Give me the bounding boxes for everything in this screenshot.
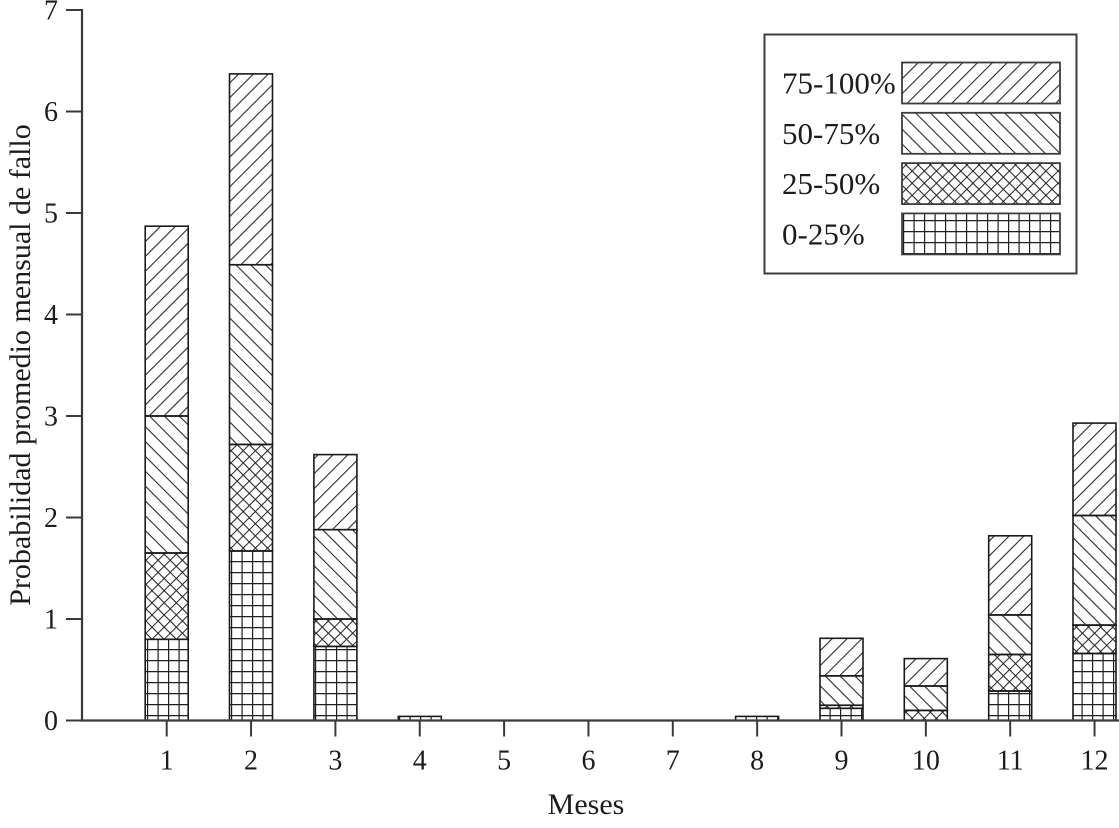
bar-month-12-segment-0-25% — [1072, 652, 1117, 722]
legend: 75-100% 50-75% 25-50% 0-25% — [763, 33, 1078, 275]
y-tick-label: 2 — [44, 503, 58, 534]
y-tick-label: 3 — [44, 402, 58, 433]
bar-month-2-segment-25-50% — [228, 443, 274, 552]
y-tick-label: 1 — [44, 605, 58, 636]
legend-label: 25-50% — [782, 166, 880, 201]
bar-month-1-segment-0-25% — [144, 638, 189, 722]
x-tick-label: 3 — [328, 746, 342, 777]
y-tick-label: 6 — [44, 97, 58, 128]
x-tick-label: 10 — [912, 746, 940, 777]
legend-label: 0-25% — [782, 216, 865, 251]
y-axis-title: Probabilidad promedio mensual de fallo — [4, 124, 37, 606]
bar-month-3-segment-75-100% — [313, 453, 358, 531]
x-tick-label: 8 — [750, 746, 764, 777]
x-tick-label: 2 — [244, 746, 258, 777]
x-tick-label: 5 — [497, 746, 511, 777]
x-axis-title: Meses — [548, 788, 625, 821]
bar-month-2-segment-0-25% — [228, 550, 274, 722]
legend-swatch-0-25% — [901, 212, 1061, 256]
x-tick-label: 12 — [1081, 746, 1109, 777]
legend-label: 50-75% — [782, 116, 880, 151]
bar-month-11-segment-50-75% — [987, 614, 1033, 656]
x-tick-label: 7 — [666, 746, 680, 777]
bar-month-12-segment-50-75% — [1072, 514, 1117, 626]
x-tick-label: 11 — [997, 746, 1024, 777]
y-tick-label: 4 — [44, 300, 58, 331]
bar-month-11-segment-25-50% — [987, 653, 1033, 692]
legend-swatch-75-100% — [901, 61, 1061, 105]
bar-month-11-segment-0-25% — [987, 690, 1033, 722]
y-tick-label: 5 — [44, 199, 58, 230]
x-tick-label: 6 — [581, 746, 595, 777]
bar-month-11-segment-75-100% — [987, 534, 1033, 616]
legend-label: 75-100% — [782, 66, 896, 101]
y-tick-label: 0 — [44, 706, 58, 737]
bar-month-9-segment-50-75% — [819, 674, 864, 706]
bar-month-10-segment-75-100% — [903, 657, 949, 687]
bar-month-12-segment-25-50% — [1072, 624, 1117, 655]
x-tick-label: 9 — [835, 746, 849, 777]
bar-month-3-segment-25-50% — [313, 618, 358, 648]
legend-swatch-25-50% — [901, 162, 1061, 206]
bar-month-3-segment-50-75% — [313, 528, 358, 620]
x-tick-label: 1 — [160, 746, 174, 777]
bar-month-1-segment-75-100% — [144, 225, 189, 417]
bar-month-10-segment-50-75% — [903, 685, 949, 712]
x-tick-label: 4 — [413, 746, 427, 777]
bar-month-1-segment-25-50% — [144, 552, 189, 641]
bar-month-2-segment-75-100% — [228, 73, 274, 266]
bar-month-1-segment-50-75% — [144, 415, 189, 554]
legend-swatch-50-75% — [901, 111, 1061, 155]
bar-month-12-segment-75-100% — [1072, 422, 1117, 517]
bar-month-9-segment-75-100% — [819, 637, 864, 677]
bar-month-10-segment-25-50% — [903, 709, 949, 722]
bar-month-2-segment-50-75% — [228, 263, 274, 446]
bar-month-3-segment-0-25% — [313, 645, 358, 722]
y-tick-label: 7 — [44, 0, 58, 27]
bar-month-9-segment-0-25% — [819, 707, 864, 722]
